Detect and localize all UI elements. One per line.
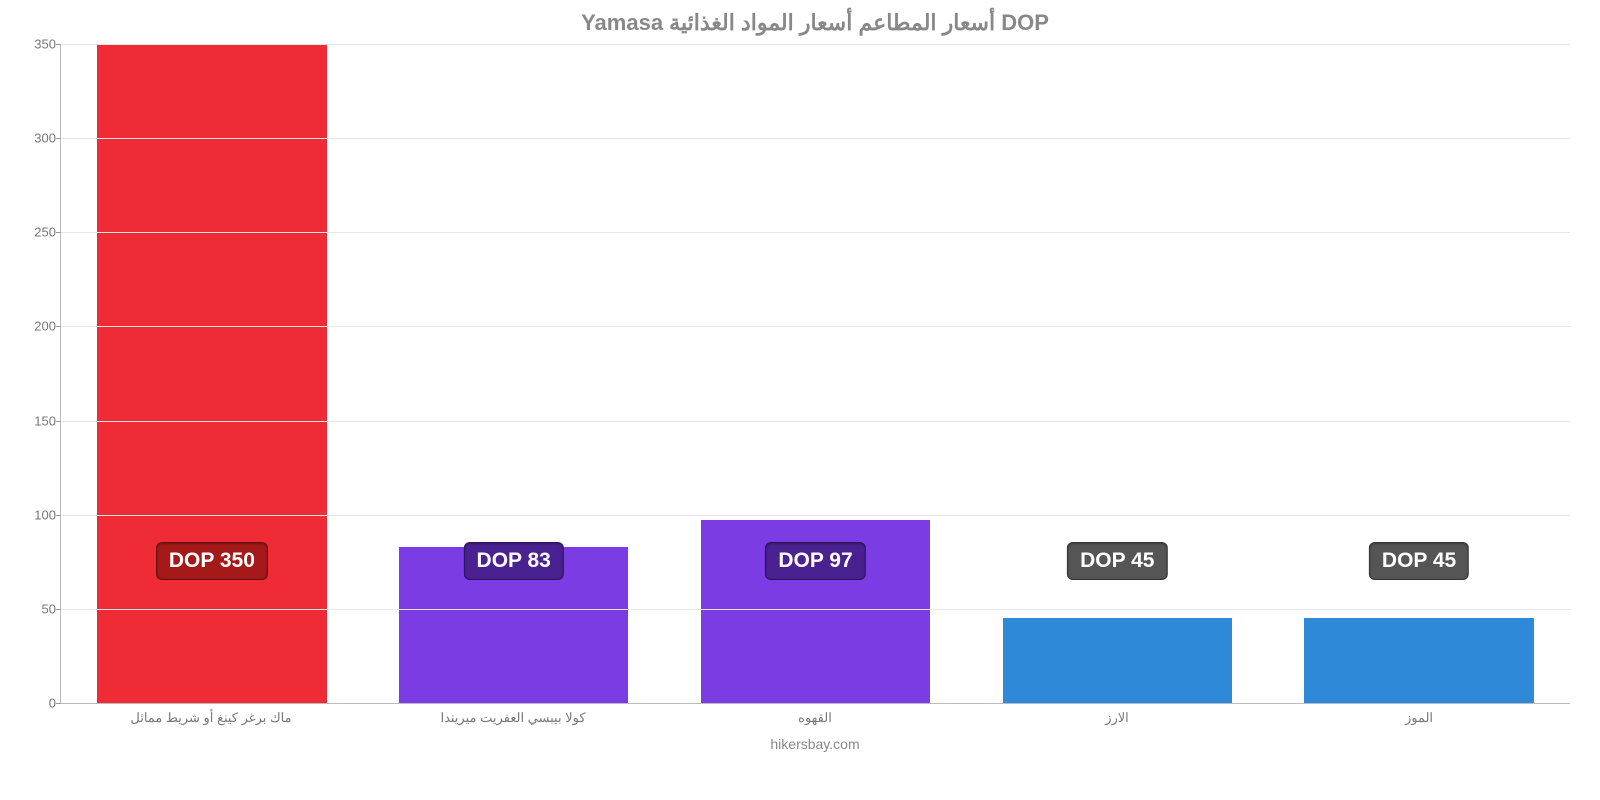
- bar: [1003, 618, 1232, 703]
- y-tickmark: [56, 138, 61, 139]
- y-tick-label: 200: [16, 319, 56, 334]
- x-axis-label: القهوه: [664, 710, 966, 726]
- y-tickmark: [56, 44, 61, 45]
- y-tick-label: 300: [16, 131, 56, 146]
- value-badge: DOP 97: [765, 542, 865, 580]
- y-tickmark: [56, 232, 61, 233]
- gridline: [61, 515, 1570, 516]
- gridline: [61, 609, 1570, 610]
- x-axis-label: الموز: [1268, 710, 1570, 726]
- y-tickmark: [56, 515, 61, 516]
- y-tick-label: 100: [16, 507, 56, 522]
- gridline: [61, 421, 1570, 422]
- gridline: [61, 326, 1570, 327]
- gridline: [61, 232, 1570, 233]
- chart-footer: hikersbay.com: [60, 736, 1570, 752]
- x-axis-label: كولا بيبسي العفريت ميريندا: [362, 710, 664, 726]
- y-tickmark: [56, 326, 61, 327]
- plot-area: DOP 350DOP 83DOP 97DOP 45DOP 45 05010015…: [60, 44, 1570, 704]
- y-tick-label: 150: [16, 413, 56, 428]
- gridline: [61, 138, 1570, 139]
- x-axis-label: ماك برغر كينغ أو شريط مماثل: [60, 710, 362, 726]
- bars-layer: DOP 350 DOP 83 DOP 97 DOP 45 DOP 45: [61, 44, 1570, 703]
- bar-slot: DOP 83: [363, 44, 665, 703]
- value-badge: DOP 45: [1067, 542, 1167, 580]
- gridline: [61, 44, 1570, 45]
- bar-slot: DOP 350: [61, 44, 363, 703]
- y-tickmark: [56, 609, 61, 610]
- chart-container: DOP أسعار المطاعم أسعار المواد الغذائية …: [0, 0, 1600, 800]
- x-axis-labels: ماك برغر كينغ أو شريط مماثلكولا بيبسي ال…: [60, 710, 1570, 726]
- value-badge: DOP 350: [156, 542, 268, 580]
- y-tick-label: 350: [16, 37, 56, 52]
- x-axis-label: الارز: [966, 710, 1268, 726]
- bar: [97, 44, 326, 703]
- bar-slot: DOP 97: [665, 44, 967, 703]
- bar-slot: DOP 45: [966, 44, 1268, 703]
- y-tick-label: 250: [16, 225, 56, 240]
- bar-slot: DOP 45: [1268, 44, 1570, 703]
- chart-title: DOP أسعار المطاعم أسعار المواد الغذائية …: [60, 10, 1570, 36]
- y-tickmark: [56, 421, 61, 422]
- y-tick-label: 50: [16, 601, 56, 616]
- value-badge: DOP 45: [1369, 542, 1469, 580]
- y-tickmark: [56, 703, 61, 704]
- bar: [1304, 618, 1533, 703]
- y-tick-label: 0: [16, 696, 56, 711]
- value-badge: DOP 83: [464, 542, 564, 580]
